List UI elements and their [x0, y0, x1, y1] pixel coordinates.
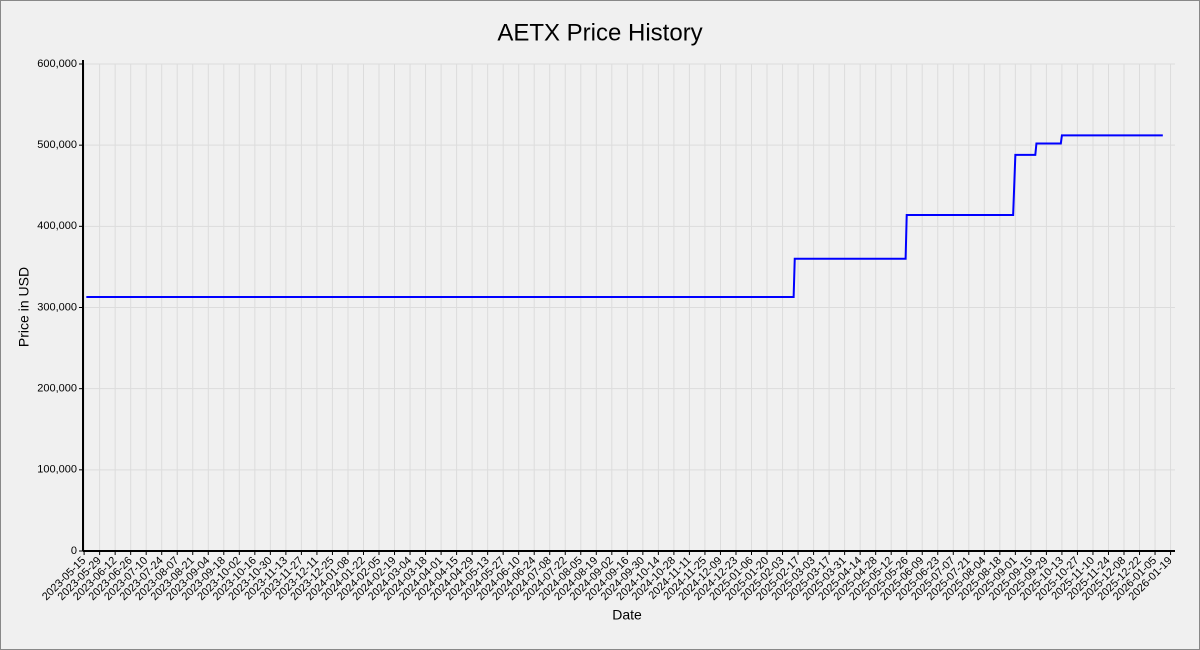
y-tick-label: 300,000: [37, 301, 77, 313]
price-line: [86, 134, 1163, 298]
chart-title: AETX Price History: [497, 19, 702, 46]
y-tick-label: 500,000: [37, 139, 77, 151]
y-tick-label: 0: [71, 545, 77, 557]
y-axis-label: Price in USD: [16, 267, 32, 347]
y-tick-label: 600,000: [37, 58, 77, 70]
y-tick-label: 200,000: [37, 383, 77, 395]
x-axis-label: Date: [612, 607, 642, 623]
y-tick-label: 400,000: [37, 220, 77, 232]
y-tick-label: 100,000: [37, 464, 77, 476]
